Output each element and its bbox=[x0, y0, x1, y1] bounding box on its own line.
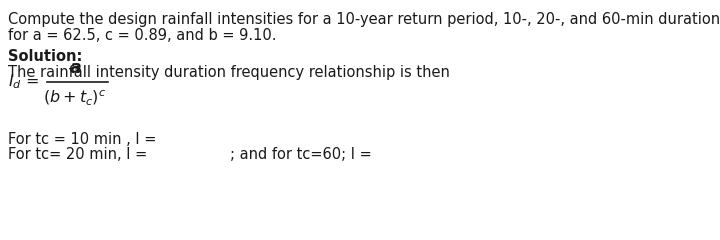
Text: $\mathit{(b + t_c)^c}$: $\mathit{(b + t_c)^c}$ bbox=[43, 88, 107, 107]
Text: $\mathit{I_d}$ =: $\mathit{I_d}$ = bbox=[8, 73, 39, 91]
Text: For tc = 10 min , I =: For tc = 10 min , I = bbox=[8, 132, 156, 147]
Text: $\boldsymbol{a}$: $\boldsymbol{a}$ bbox=[68, 59, 81, 77]
Text: ; and for tc=60; I =: ; and for tc=60; I = bbox=[230, 147, 372, 162]
Text: The rainfall intensity duration frequency relationship is then: The rainfall intensity duration frequenc… bbox=[8, 65, 450, 80]
Text: for a = 62.5, c = 0.89, and b = 9.10.: for a = 62.5, c = 0.89, and b = 9.10. bbox=[8, 28, 276, 43]
Text: Solution:: Solution: bbox=[8, 49, 82, 64]
Text: Compute the design rainfall intensities for a 10-year return period, 10-, 20-, a: Compute the design rainfall intensities … bbox=[8, 12, 720, 27]
Text: For tc= 20 min, I =: For tc= 20 min, I = bbox=[8, 147, 148, 162]
